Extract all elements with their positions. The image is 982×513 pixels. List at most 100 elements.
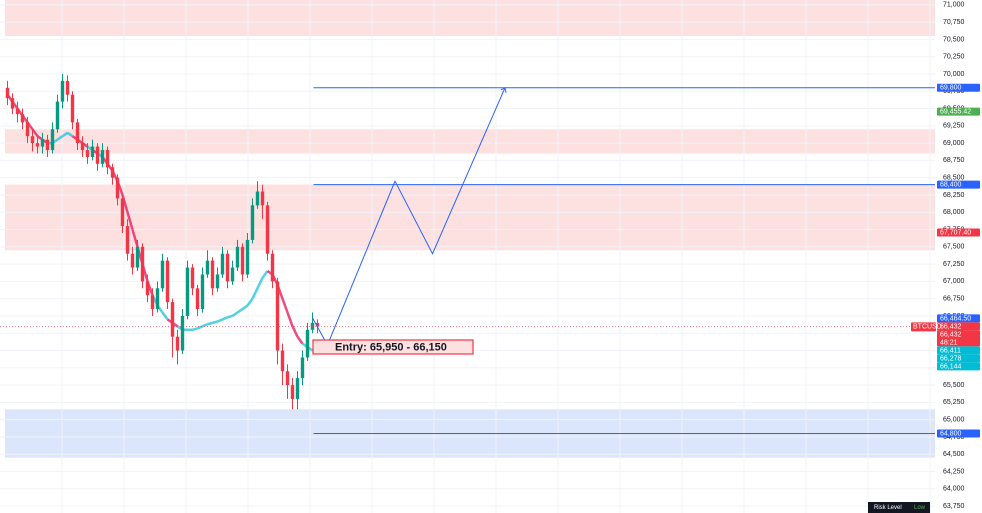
price-tag-label: 66,464.50 [940, 315, 971, 322]
candle-body [45, 139, 50, 151]
price-tag [937, 180, 980, 189]
y-tick-label: 67,250 [943, 261, 965, 268]
candle-body [90, 146, 95, 157]
candle-body [315, 322, 320, 327]
candle-body [25, 122, 30, 137]
price-tag-label: 69,455.42 [940, 108, 971, 115]
y-tick-label: 68,250 [943, 192, 965, 199]
entry-label: Entry: 65,950 - 66,150 [335, 341, 447, 353]
price-tag [937, 354, 980, 363]
candle-body [235, 246, 240, 268]
ma-segment [161, 311, 169, 321]
ma-segment [286, 312, 294, 327]
candle-body [140, 246, 145, 282]
candle-body [165, 260, 170, 303]
candle-body [240, 246, 245, 275]
ma-segment [291, 325, 299, 338]
y-tick-label: 67,500 [943, 244, 965, 251]
y-tick-label: 70,750 [943, 19, 965, 26]
candle-body [115, 177, 120, 199]
ma-segment [217, 318, 223, 323]
candle-body [245, 239, 250, 275]
ma-segment [246, 297, 254, 307]
candle-body [100, 150, 105, 164]
candle-body [290, 385, 295, 399]
candle-body [270, 253, 275, 282]
candle-body [145, 281, 150, 296]
candle-body [50, 129, 55, 151]
ma-segment [121, 194, 129, 213]
candle-body [255, 191, 260, 206]
y-tick-label: 64,500 [943, 451, 965, 458]
candle-body [175, 336, 180, 351]
projection-path [312, 87, 506, 347]
candle-body [135, 246, 140, 268]
candle-body [230, 267, 235, 282]
plot [0, 73, 935, 434]
candle-body [155, 288, 160, 310]
candle-body [300, 357, 305, 379]
price-tag-label: 66,278 [940, 355, 962, 362]
risk-value: Low [914, 505, 926, 511]
candle-body [265, 205, 270, 254]
zone [5, 0, 935, 36]
ma-segment [131, 229, 139, 248]
candle-body [280, 350, 285, 372]
candle-body [190, 267, 195, 289]
ma-segment [61, 131, 69, 138]
price-tag [937, 107, 980, 116]
price-tag [937, 322, 980, 331]
candle-body [260, 191, 265, 206]
price-tag-label: 66,432 [940, 331, 962, 338]
ma-segment [36, 135, 44, 141]
risk-label: Risk Level [874, 505, 902, 511]
candle-body [15, 108, 20, 115]
background [0, 0, 935, 513]
ma-segment [126, 211, 134, 230]
candle-body [70, 94, 75, 123]
y-tick-label: 68,500 [943, 175, 965, 182]
price-tag-label: 66,411 [940, 347, 961, 354]
y-tick-label: 63,750 [943, 503, 965, 510]
y-tick-label: 66,750 [943, 296, 965, 303]
ma-segment [281, 298, 289, 313]
ma-segment [296, 335, 304, 345]
y-tick-label: 65,250 [943, 399, 965, 406]
ma-segment [207, 321, 213, 326]
candle-body [85, 150, 90, 157]
y-tick-label: 65,500 [943, 382, 965, 389]
candle-body [275, 281, 280, 351]
candle-body [130, 253, 135, 268]
price-tag-label: 66,432 [940, 323, 962, 330]
price-axis: 63,75064,00064,25064,50064,75065,00065,2… [911, 0, 982, 513]
price-tag [937, 346, 980, 355]
y-tick-label: 64,000 [943, 486, 965, 493]
ma-segment [212, 320, 218, 325]
price-tag-countdown: 48:21 [940, 339, 958, 346]
price-tag-label: 64,800 [940, 430, 962, 437]
candle-body [95, 146, 100, 164]
zone [5, 184, 935, 251]
y-tick-label: 69,250 [943, 123, 965, 130]
candle-body [5, 87, 10, 99]
candle-body [75, 122, 80, 144]
symbol-tag [911, 322, 936, 332]
candle-body [210, 260, 215, 289]
ma-segment [227, 314, 233, 319]
candle-body [200, 274, 205, 310]
price-tag-label: 67,707.40 [940, 229, 971, 236]
candle-body [205, 260, 210, 275]
price-tag [937, 429, 980, 438]
candle-body [170, 302, 175, 337]
y-tick-label: 71,000 [943, 2, 965, 9]
zone [5, 129, 935, 154]
ma-segment [66, 131, 74, 138]
y-tick-label: 70,250 [943, 54, 965, 61]
price-tag [937, 362, 980, 371]
candle-body [55, 101, 60, 130]
ma-segment [202, 323, 208, 328]
entry-box [312, 339, 474, 355]
price-tag-label: 68,400 [940, 181, 962, 188]
price-tag [937, 228, 980, 237]
candle-body [185, 267, 190, 316]
